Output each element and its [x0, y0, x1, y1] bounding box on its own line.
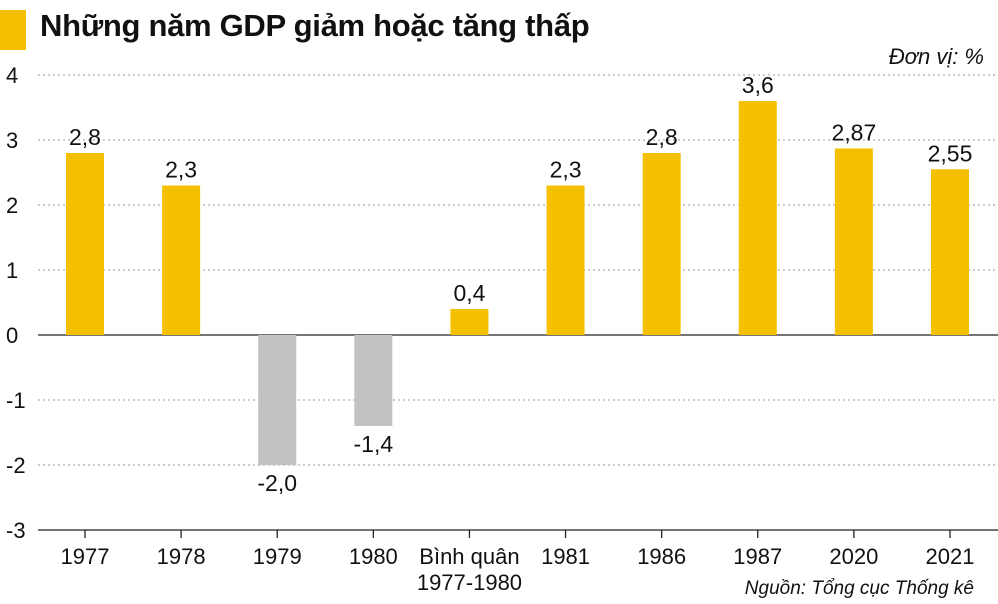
data-label: 2,87 — [832, 119, 877, 145]
y-tick-label: -2 — [6, 453, 26, 478]
data-label: 3,6 — [742, 72, 774, 98]
y-tick-label: 0 — [6, 323, 18, 348]
data-label: 2,3 — [550, 157, 582, 183]
source-note: Nguồn: Tổng cục Thống kê — [744, 578, 974, 599]
bar — [258, 335, 297, 465]
data-label: 2,55 — [928, 140, 973, 166]
bar — [450, 309, 489, 335]
data-label: 0,4 — [453, 280, 485, 306]
data-label: 2,8 — [69, 124, 101, 150]
x-tick-label: 1987 — [733, 544, 782, 569]
data-label: -2,0 — [257, 470, 297, 496]
y-tick-label: -1 — [6, 388, 26, 413]
y-tick-label: 1 — [6, 258, 18, 283]
data-label: 2,3 — [165, 157, 197, 183]
title-accent-bar — [0, 10, 26, 50]
y-tick-label: 3 — [6, 128, 18, 153]
x-tick-label: 1979 — [253, 544, 302, 569]
bar — [738, 101, 777, 335]
bar — [642, 153, 681, 335]
bar — [354, 335, 393, 426]
x-tick-label: 2021 — [926, 544, 975, 569]
x-tick-label: 1978 — [157, 544, 206, 569]
x-tick-label: Bình quân 1977-1980 — [417, 544, 522, 595]
y-tick-label: 2 — [6, 193, 18, 218]
unit-label: Đơn vị: % — [888, 44, 984, 69]
x-tick-label: 1981 — [541, 544, 590, 569]
x-tick-label: 2020 — [829, 544, 878, 569]
x-tick-label: 1980 — [349, 544, 398, 569]
x-tick-label: 1986 — [637, 544, 686, 569]
bar-layer — [66, 101, 969, 465]
chart-title: Những năm GDP giảm hoặc tăng thấp — [40, 8, 590, 43]
bar — [162, 185, 201, 335]
x-tick-label: 1977 — [61, 544, 110, 569]
bar — [834, 148, 873, 335]
data-label: -1,4 — [354, 431, 394, 457]
y-tick-label: -3 — [6, 518, 26, 543]
bar — [546, 185, 585, 335]
label-layer: 4 3 2 1 0 -1 -2 -3 2,8 1977 2,3 1978 -2,0 1979 -1,4 198… — [6, 63, 974, 595]
bar — [931, 169, 969, 335]
data-label: 2,8 — [646, 124, 678, 150]
y-tick-label: 4 — [6, 63, 18, 88]
bar — [66, 153, 104, 335]
